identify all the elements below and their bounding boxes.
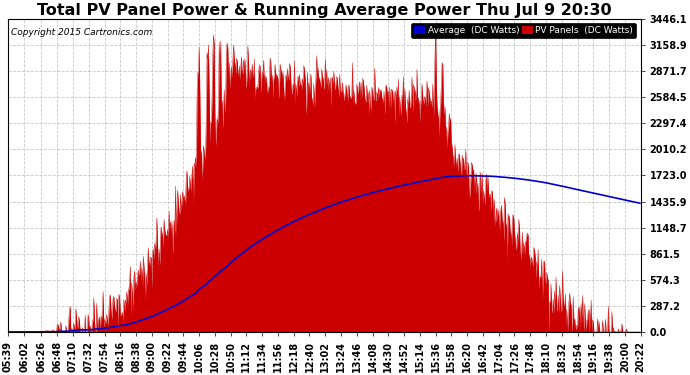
- Legend: Average  (DC Watts), PV Panels  (DC Watts): Average (DC Watts), PV Panels (DC Watts): [411, 24, 636, 38]
- Text: Copyright 2015 Cartronics.com: Copyright 2015 Cartronics.com: [11, 28, 152, 38]
- Title: Total PV Panel Power & Running Average Power Thu Jul 9 20:30: Total PV Panel Power & Running Average P…: [37, 3, 611, 18]
